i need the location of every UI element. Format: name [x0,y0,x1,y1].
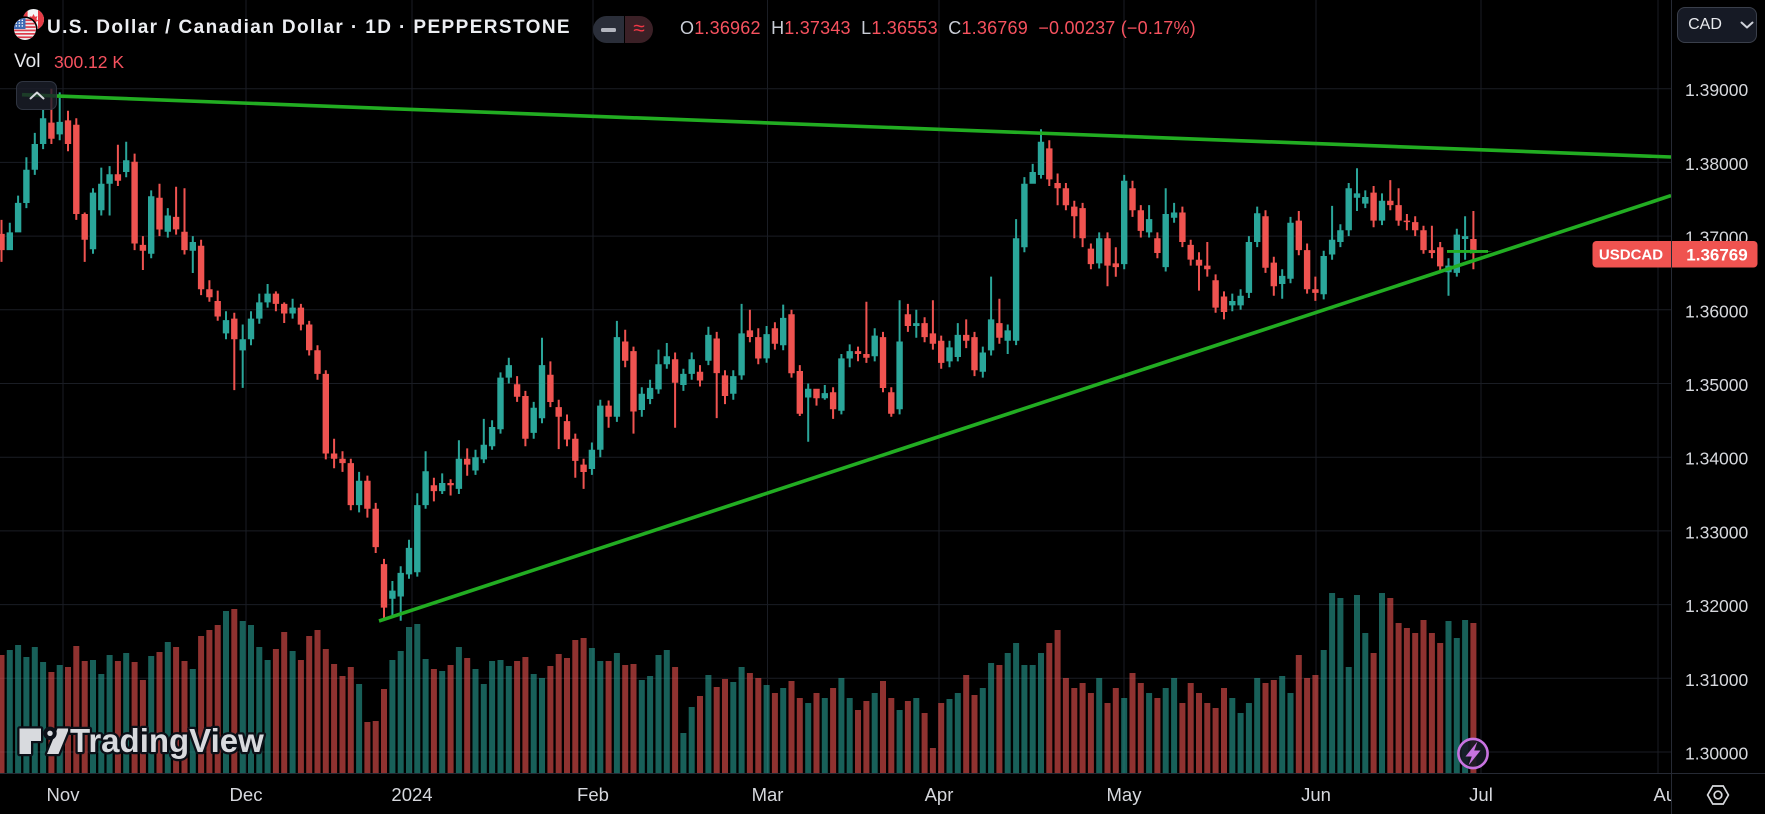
svg-text:May: May [1107,784,1143,805]
svg-text:2024: 2024 [391,784,432,805]
svg-text:1.34000: 1.34000 [1685,449,1749,469]
svg-text:1.36000: 1.36000 [1685,301,1749,321]
svg-text:Nov: Nov [47,784,81,805]
svg-text:Dec: Dec [230,784,263,805]
svg-text:1.36769: 1.36769 [1686,246,1747,265]
svg-text:Jun: Jun [1301,784,1331,805]
svg-text:USDCAD: USDCAD [1599,247,1663,264]
svg-text:1.32000: 1.32000 [1685,596,1749,616]
svg-text:1.33000: 1.33000 [1685,522,1749,542]
svg-text:1.31000: 1.31000 [1685,670,1749,690]
svg-text:1.39000: 1.39000 [1685,80,1749,100]
svg-text:1.35000: 1.35000 [1685,375,1749,395]
svg-text:1.30000: 1.30000 [1685,744,1749,764]
svg-text:Apr: Apr [925,784,954,805]
svg-text:Jul: Jul [1469,784,1493,805]
svg-text:1.38000: 1.38000 [1685,154,1749,174]
svg-text:Feb: Feb [577,784,609,805]
svg-text:TradingView: TradingView [70,722,264,759]
svg-text:Mar: Mar [752,784,784,805]
svg-text:Aug: Aug [1654,784,1687,805]
